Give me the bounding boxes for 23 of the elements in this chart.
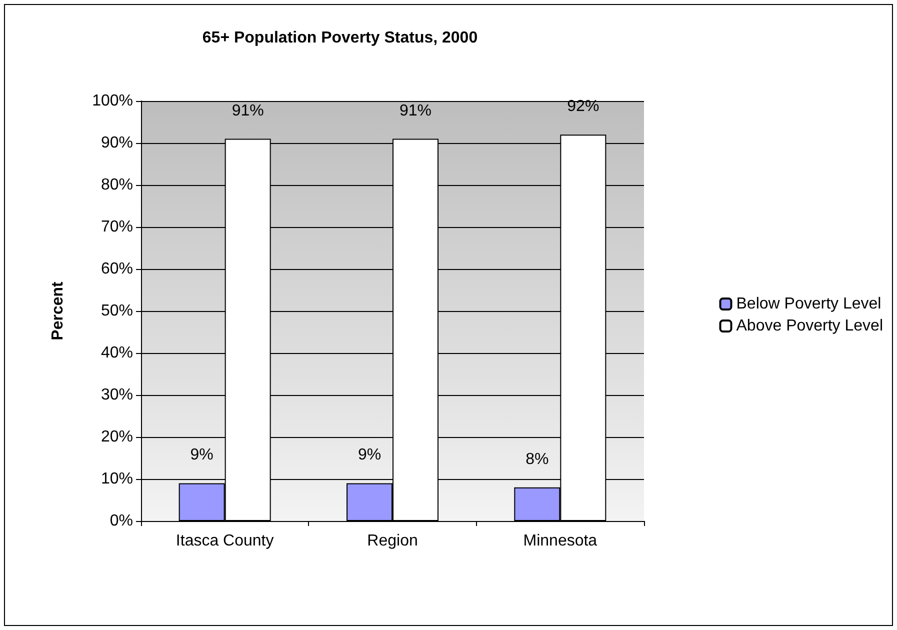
legend-label: Above Poverty Level — [736, 318, 883, 334]
y-tick-label: 0% — [110, 512, 133, 530]
legend-label: Below Poverty Level — [736, 296, 882, 312]
y-axis-title: Percent — [50, 280, 66, 340]
x-tick-label: Region — [367, 532, 418, 550]
y-tick-label: 80% — [100, 176, 133, 194]
data-label: 9% — [190, 446, 214, 464]
y-tick-label: 10% — [100, 470, 133, 488]
y-tick-label: 100% — [92, 92, 133, 110]
data-label: 91% — [232, 102, 264, 120]
x-tick-label: Minnesota — [523, 532, 598, 550]
y-tick-label: 50% — [100, 302, 133, 320]
y-tick-label: 40% — [100, 344, 133, 362]
data-label: 8% — [526, 450, 549, 468]
y-tick-label: 30% — [100, 386, 133, 404]
data-label: 9% — [358, 446, 382, 464]
data-label: 91% — [399, 102, 432, 120]
y-tick-label: 90% — [100, 134, 133, 152]
x-tick-label: Itasca County — [176, 532, 274, 550]
chart-title: 65+ Population Poverty Status, 2000 — [202, 30, 478, 46]
y-tick-label: 60% — [100, 260, 133, 278]
y-tick-label: 20% — [100, 428, 133, 446]
y-tick-label: 70% — [100, 218, 133, 236]
